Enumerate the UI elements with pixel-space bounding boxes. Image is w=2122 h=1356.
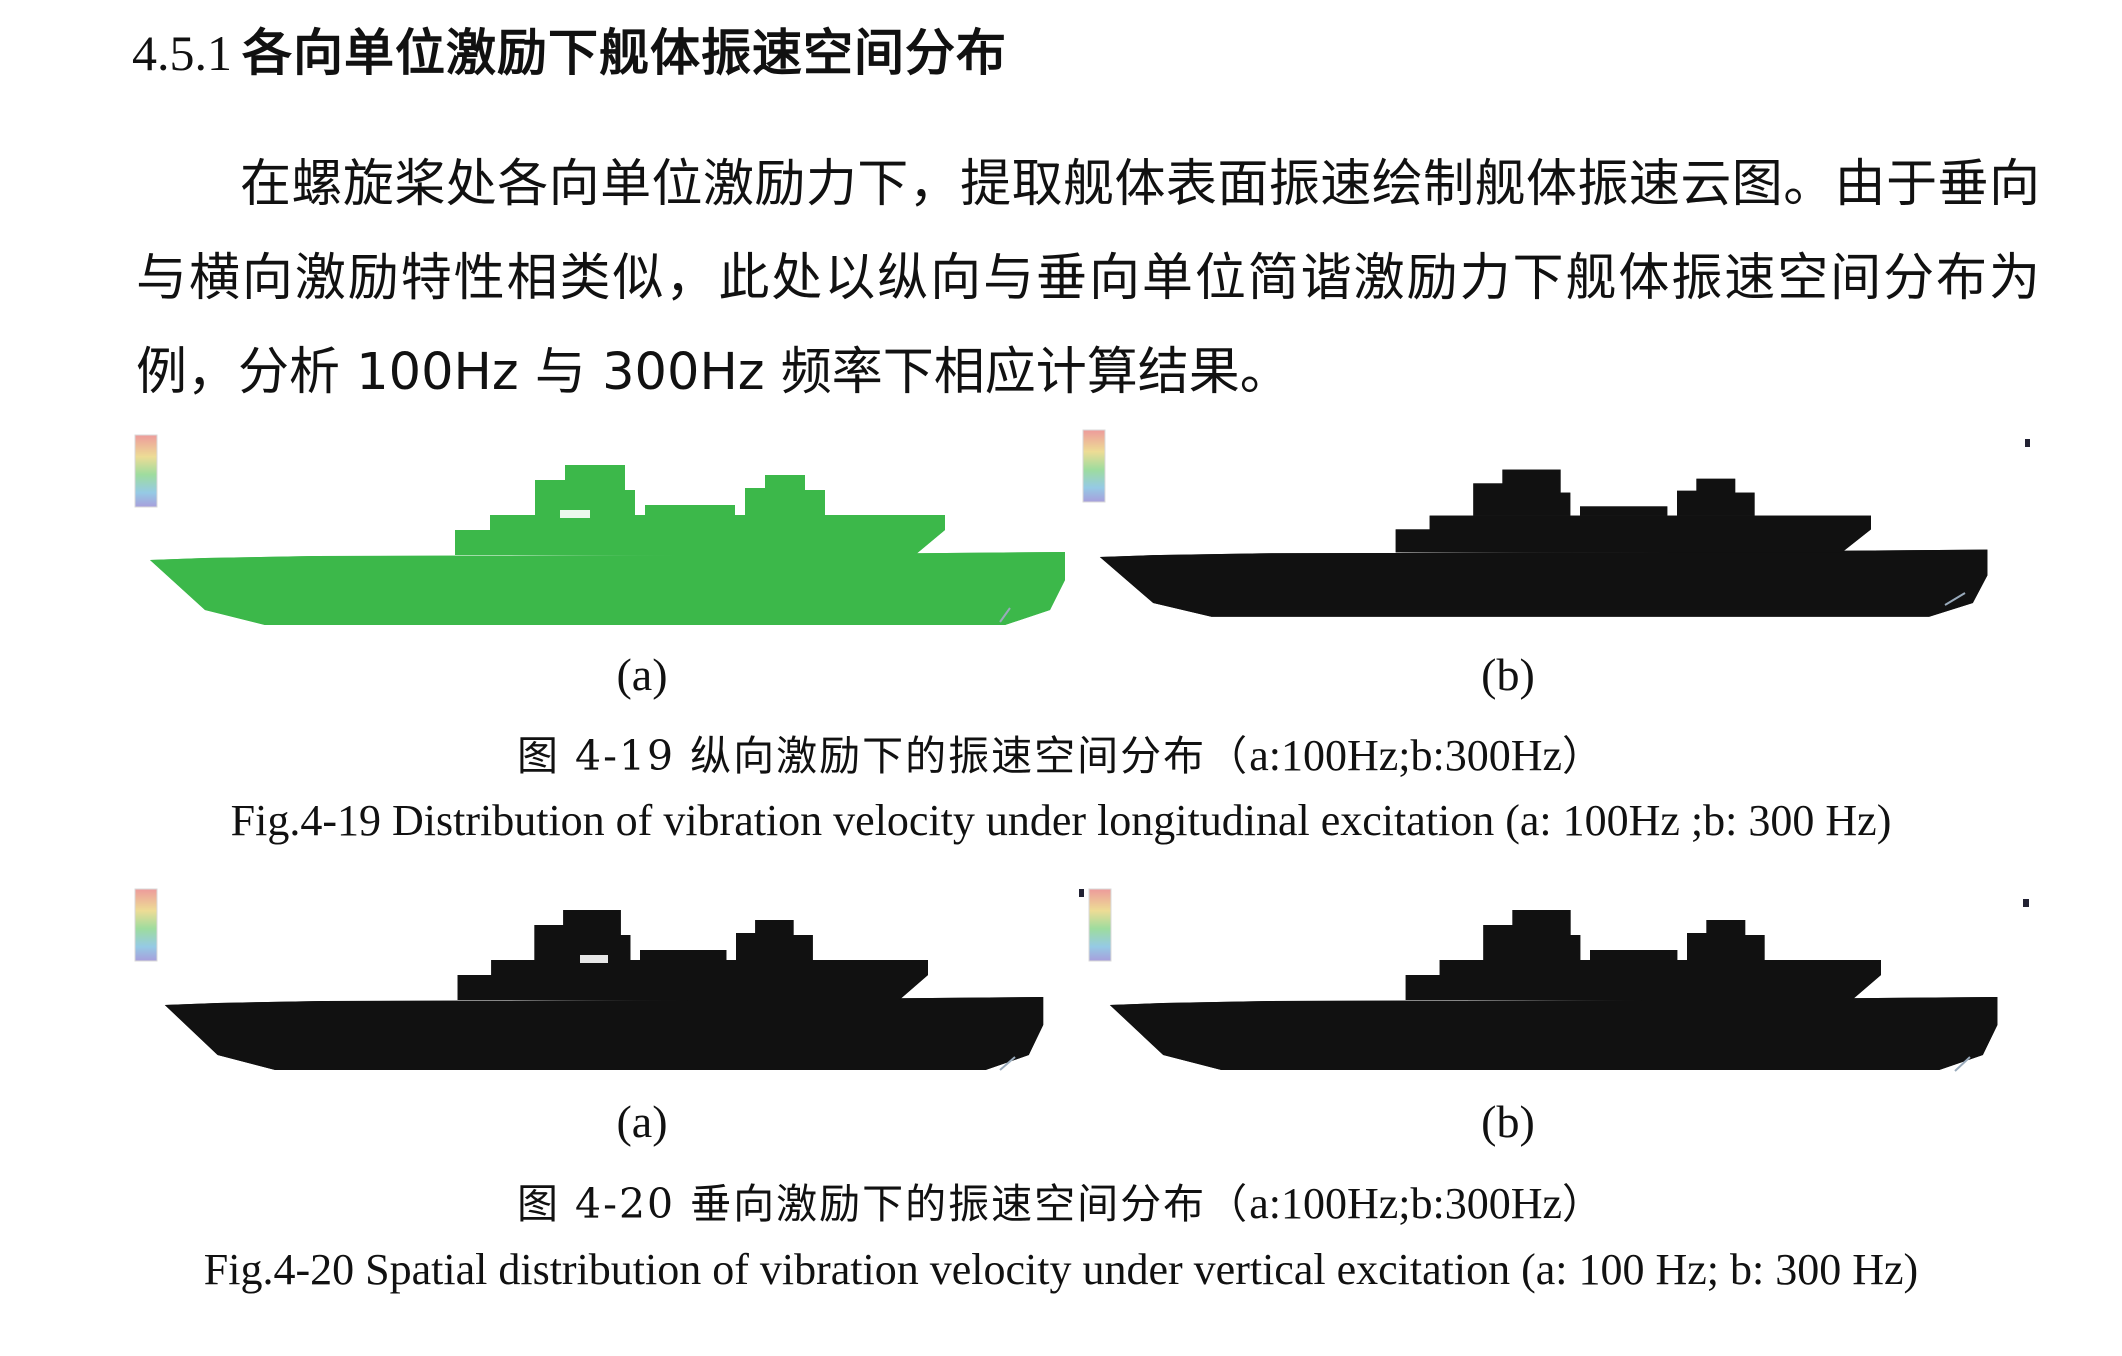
ship-contour-plot-b	[1082, 429, 2030, 617]
section-number: 4.5.1	[132, 25, 232, 81]
color-legend-icon	[1082, 429, 1106, 503]
ship-contour-plot-a	[134, 888, 1044, 1071]
color-legend-icon	[134, 434, 158, 508]
panel-label-b: (b)	[1481, 649, 1535, 700]
panel-label-a: (a)	[616, 649, 668, 700]
figure-caption-cn: 图 4-20 垂向激励下的振速空间分布（a:100Hz;b:300Hz）	[517, 1179, 1605, 1228]
figure-caption-cn: 图 4-19 纵向激励下的振速空间分布（a:100Hz;b:300Hz）	[517, 731, 1605, 780]
marker-icon	[1079, 889, 1084, 897]
color-legend-icon	[134, 888, 158, 962]
ship-contour-plot-a	[134, 434, 1065, 625]
panel-label-b: (b)	[1481, 1096, 1535, 1147]
figure-caption-en: Fig.4-19 Distribution of vibration veloc…	[230, 796, 1892, 845]
panel-label-a: (a)	[616, 1096, 668, 1147]
color-legend-icon	[1088, 888, 1112, 962]
ship-contour-plot-b	[1079, 888, 2029, 1072]
section-heading: 4.5.1 各向单位激励下舰体振速空间分布	[132, 18, 1007, 88]
marker-icon	[2025, 439, 2030, 447]
figure-4-20-panel-a	[130, 885, 1090, 1085]
figure-4-20-panel-b	[1075, 885, 2035, 1085]
marker-icon	[2023, 899, 2029, 907]
body-paragraph: 在螺旋桨处各向单位激励力下，提取舰体表面振速绘制舰体振速云图。由于垂向与横向激励…	[136, 155, 2040, 402]
section-title: 各向单位激励下舰体振速空间分布	[242, 24, 1007, 82]
figure-caption-en: Fig.4-20 Spatial distribution of vibrati…	[203, 1245, 1919, 1294]
figure-4-19-panel-b	[1075, 425, 2035, 625]
figure-4-19-panel-a	[130, 430, 1090, 630]
